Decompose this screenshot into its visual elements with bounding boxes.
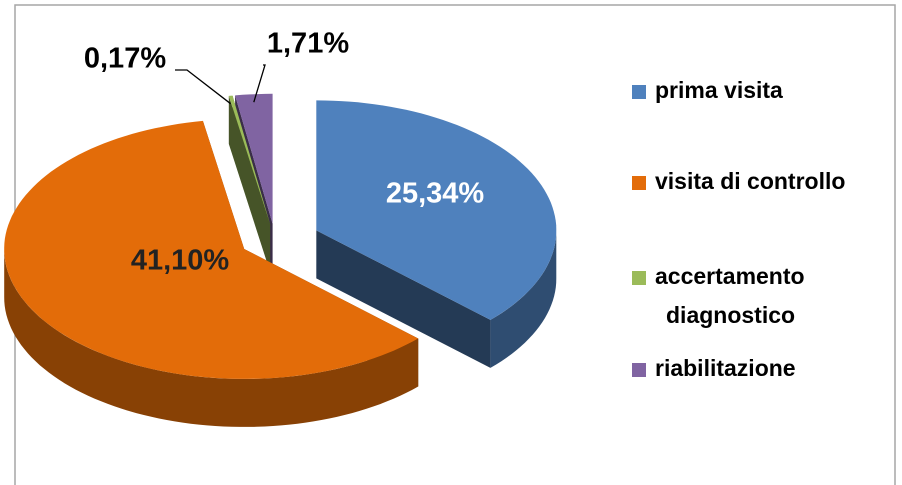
legend-label: visita di controllo [655, 168, 845, 194]
slice [228, 95, 271, 224]
legend-swatch [632, 176, 646, 190]
legend-swatch [632, 363, 646, 377]
slice-side [316, 230, 491, 368]
slice-side [232, 95, 271, 272]
slice-wall [4, 249, 419, 427]
data-label: 41,10% [131, 245, 230, 277]
data-label: 1,71% [267, 28, 349, 60]
data-label: 25,34% [386, 178, 485, 210]
legend-label-line: diagnostico [666, 302, 795, 328]
slice [316, 100, 557, 320]
legend-swatch [632, 271, 646, 285]
leader-line [175, 69, 231, 105]
slice [235, 93, 273, 224]
slice [4, 120, 419, 379]
legend-label-line: accertamento [655, 263, 805, 289]
legend-label: accertamento diagnostico [655, 263, 805, 328]
legend-swatch [632, 85, 646, 99]
leader-line [253, 64, 266, 103]
legend-label: riabilitazione [655, 355, 796, 381]
legend-label: prima visita [655, 77, 783, 103]
slice-wall [490, 230, 557, 368]
data-label: 0,17% [84, 43, 166, 75]
